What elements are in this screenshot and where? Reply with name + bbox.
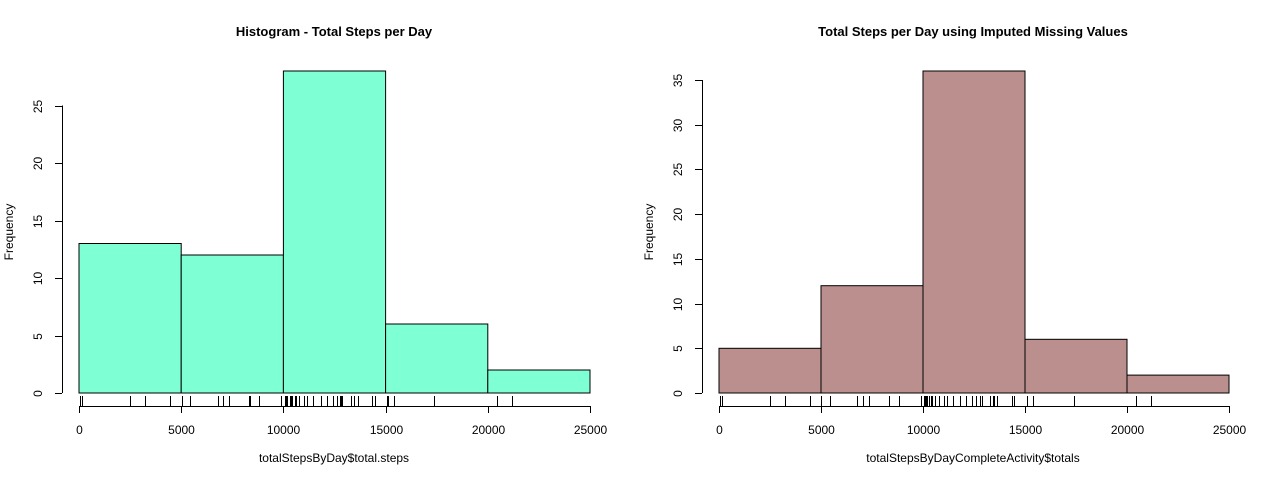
- x-tick-label-3: 15000: [370, 423, 404, 437]
- histogram-bar-1: [820, 285, 924, 394]
- y-tick-label-1: 5: [671, 345, 685, 352]
- y-tick-label-4: 20: [31, 157, 45, 171]
- x-axis-label: totalStepsByDayCompleteActivity$totals: [866, 451, 1079, 465]
- histogram-bar-3: [1024, 338, 1128, 394]
- y-tick-label-0: 0: [671, 390, 685, 397]
- y-tick-label-2: 10: [31, 272, 45, 286]
- histogram-imputed-steps: Total Steps per Day using Imputed Missin…: [642, 24, 1247, 465]
- y-tick-label-4: 20: [671, 208, 685, 222]
- rug-group: [720, 396, 1152, 407]
- bars-group: [718, 70, 1230, 394]
- chart-title: Histogram - Total Steps per Day: [236, 24, 433, 39]
- y-tick-label-3: 15: [31, 215, 45, 229]
- y-tick-label-2: 10: [671, 298, 685, 312]
- y-tick-label-3: 15: [671, 253, 685, 267]
- x-tick-label-0: 0: [716, 423, 723, 437]
- histogram-bar-1: [180, 254, 284, 394]
- y-axis-label: Frequency: [642, 204, 656, 261]
- x-tick-label-5: 25000: [574, 423, 608, 437]
- histogram-bar-0: [78, 243, 182, 394]
- y-axis: 0 5 10 15 20 25: [31, 100, 63, 397]
- x-tick-label-1: 5000: [168, 423, 195, 437]
- x-tick-label-5: 25000: [1213, 423, 1247, 437]
- x-tick-label-3: 15000: [1009, 423, 1043, 437]
- y-tick-label-7: 35: [671, 74, 685, 88]
- y-tick-label-6: 30: [671, 119, 685, 133]
- x-tick-label-1: 5000: [808, 423, 835, 437]
- x-axis-label: totalStepsByDay$total.steps: [259, 451, 409, 465]
- x-tick-label-2: 10000: [267, 423, 301, 437]
- y-tick-label-5: 25: [671, 163, 685, 177]
- x-axis: 0 5000 10000 15000 20000 25000: [716, 406, 1247, 437]
- x-tick-label-0: 0: [76, 423, 83, 437]
- histogram-bar-3: [385, 323, 489, 394]
- y-axis-label: Frequency: [2, 204, 16, 261]
- bars-group: [78, 70, 591, 394]
- y-tick-label-0: 0: [31, 390, 45, 397]
- histogram-total-steps: Histogram - Total Steps per Day totalSte…: [2, 24, 608, 465]
- y-tick-label-5: 25: [31, 100, 45, 114]
- histogram-bar-2: [282, 70, 387, 394]
- y-axis: 0 5 10 15 20 25 30 35: [671, 74, 703, 397]
- histogram-bar-4: [1126, 374, 1230, 394]
- chart-title: Total Steps per Day using Imputed Missin…: [818, 24, 1128, 39]
- histogram-bar-4: [487, 369, 591, 394]
- x-axis: 0 5000 10000 15000 20000 25000: [76, 406, 608, 437]
- x-tick-label-4: 20000: [1111, 423, 1145, 437]
- rug-group: [80, 396, 513, 407]
- y-tick-label-1: 5: [31, 333, 45, 340]
- x-tick-label-2: 10000: [907, 423, 941, 437]
- histogram-bar-0: [718, 347, 822, 394]
- histogram-bar-2: [922, 70, 1026, 394]
- x-tick-label-4: 20000: [472, 423, 506, 437]
